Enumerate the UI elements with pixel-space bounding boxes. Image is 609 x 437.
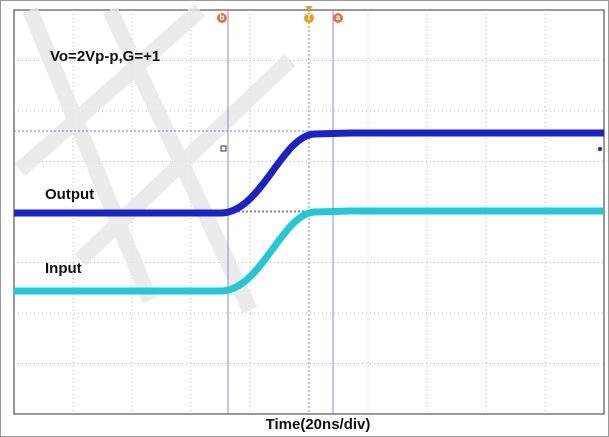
watermark	[14, 4, 296, 314]
x-axis-label: Time(20ns/div)	[266, 416, 371, 433]
trace-end-marker	[598, 147, 602, 151]
output-trace	[14, 129, 604, 217]
input-trace	[14, 207, 604, 295]
annotation: Vo=2Vp-p,G=+1	[50, 48, 160, 65]
marker-label: b	[220, 13, 225, 22]
marker-label: a	[336, 13, 341, 22]
markers: b T a	[217, 6, 343, 23]
trace-label: Output	[45, 186, 94, 203]
trace-label: Input	[45, 260, 82, 277]
marker-label: T	[307, 13, 312, 22]
